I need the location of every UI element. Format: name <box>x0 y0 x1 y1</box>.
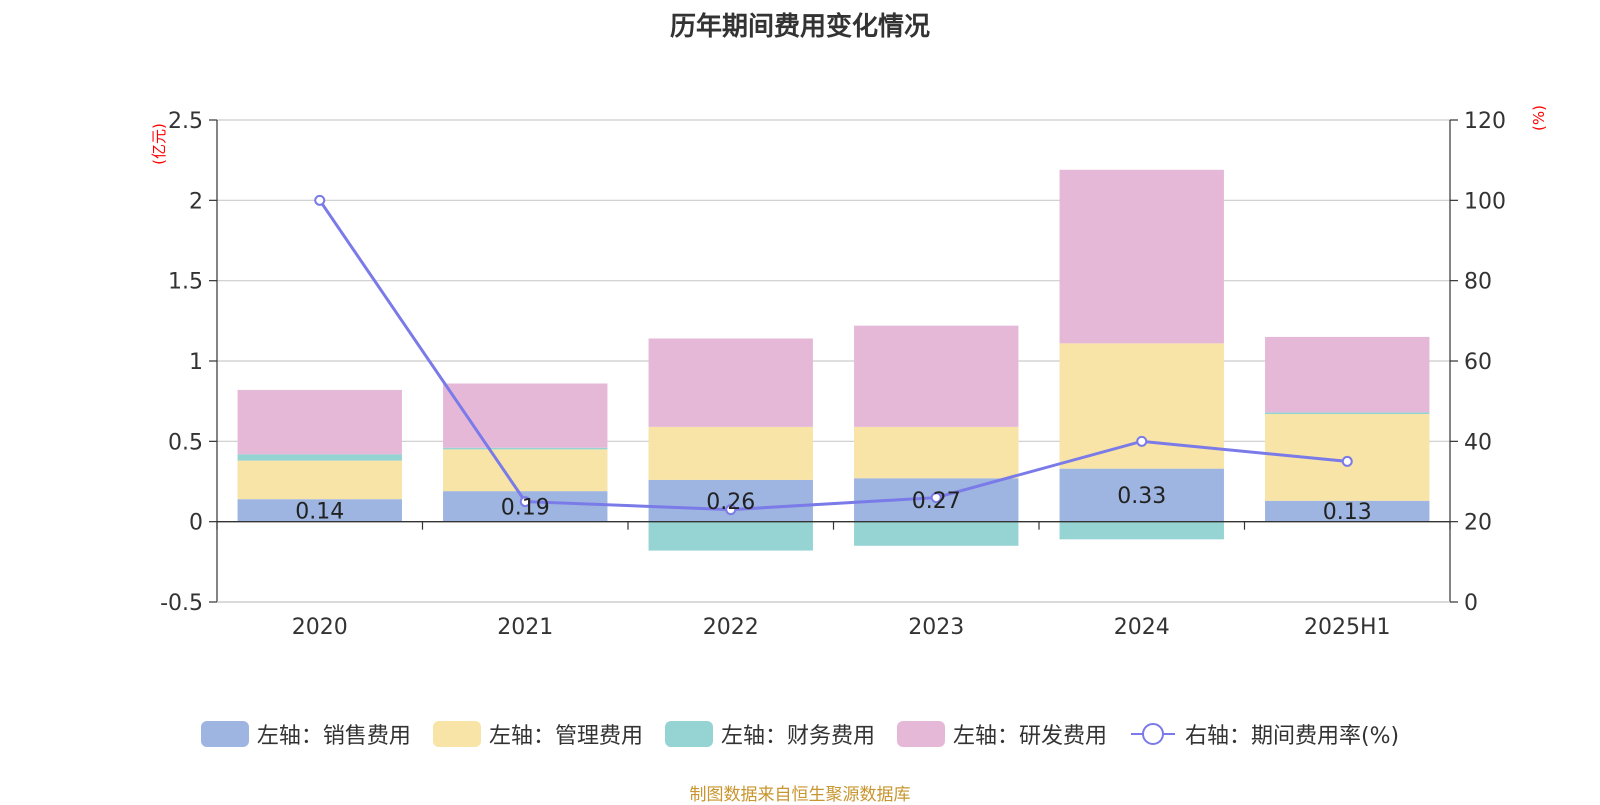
bar-segment <box>443 449 608 492</box>
left-axis-tick-label: 2.5 <box>168 109 203 134</box>
bar-data-label: 0.26 <box>706 490 755 515</box>
line-series-path <box>318 199 1348 512</box>
left-axis-tick-label: 0.5 <box>168 430 203 455</box>
right-axis-tick-label: 80 <box>1464 270 1492 295</box>
label-layer: 0.14 0.19 0.26 0.27 0.33 0.13 <box>295 484 1371 525</box>
legend-label: 左轴：财务费用 <box>720 724 875 749</box>
legend-swatch <box>664 721 713 747</box>
line-point <box>1341 455 1353 467</box>
bar-segment <box>648 521 813 551</box>
legend-label: 左轴：管理费用 <box>488 724 643 749</box>
line-point <box>930 492 942 504</box>
bar-segment <box>648 426 813 480</box>
bar-data-label: 0.13 <box>1323 500 1372 525</box>
legend-item[interactable]: 左轴：管理费用 <box>432 718 643 750</box>
bar-data-label: 0.33 <box>1117 484 1166 509</box>
left-axis-tick-label: 1 <box>189 350 203 375</box>
line-point <box>314 194 326 206</box>
chart-canvas: -0.5 0 0.5 1 1.5 2 2.5 0 20 40 60 80 100 120 2020 2021 2… <box>150 105 1548 640</box>
bar-segment <box>1265 412 1430 415</box>
axis-layer: -0.5 0 0.5 1 1.5 2 2.5 0 20 40 60 80 100 120 2020 2021 2… <box>150 105 1548 640</box>
bar-segment <box>1265 500 1430 522</box>
right-axis-tick-label: 40 <box>1464 430 1492 455</box>
bar-segment <box>237 499 402 522</box>
bar-segment <box>1059 343 1224 469</box>
right-axis-tick-label: 0 <box>1464 591 1478 616</box>
left-axis-unit: (亿元) <box>150 123 168 165</box>
bar-data-label: 0.27 <box>912 489 961 514</box>
x-axis-tick-label: 2020 <box>292 615 348 640</box>
chart-title: 历年期间费用变化情况 <box>669 12 930 42</box>
legend-line-marker-icon <box>1130 723 1175 745</box>
x-axis-tick-label: 2021 <box>497 615 553 640</box>
x-axis-tick-label: 2023 <box>908 615 964 640</box>
legend-swatch <box>896 721 945 747</box>
legend-label: 左轴：销售费用 <box>256 724 411 749</box>
bar-data-label: 0.14 <box>295 499 344 524</box>
legend-label: 左轴：研发费用 <box>952 724 1107 749</box>
bar-data-label: 0.19 <box>501 495 550 520</box>
right-axis-unit: (%) <box>1530 105 1548 131</box>
bar-segment <box>854 521 1019 546</box>
line-point <box>725 504 737 516</box>
bar-segment <box>854 426 1019 479</box>
line-point <box>1136 435 1148 447</box>
bar-segment <box>443 447 608 450</box>
line-layer <box>314 194 1353 516</box>
x-axis-tick-label: 2025H1 <box>1304 615 1391 640</box>
legend-swatch <box>200 721 249 747</box>
bar-segment <box>1265 336 1430 413</box>
legend: 左轴：销售费用 左轴：管理费用 左轴：财务费用 左轴：研发费用 右轴：期间费用率(%) <box>0 718 1600 750</box>
line-point <box>519 496 531 508</box>
bar-segment <box>1059 468 1224 522</box>
bar-segment <box>854 325 1019 427</box>
bar-segment <box>648 338 813 427</box>
bar-segment <box>1059 521 1224 540</box>
bar-segment <box>237 454 402 461</box>
x-axis-tick-label: 2022 <box>703 615 759 640</box>
left-axis-tick-label: -0.5 <box>160 591 203 616</box>
bar-segment <box>237 389 402 455</box>
bar-segment <box>237 460 402 500</box>
legend-item[interactable]: 左轴：财务费用 <box>664 718 875 750</box>
legend-item[interactable]: 右轴：期间费用率(%) <box>1129 718 1399 750</box>
left-axis-tick-label: 1.5 <box>168 270 203 295</box>
legend-label: 右轴：期间费用率(%) <box>1184 724 1400 749</box>
left-axis-tick-label: 2 <box>189 189 203 214</box>
bar-segment <box>1059 169 1224 344</box>
left-axis-tick-label: 0 <box>189 511 203 536</box>
bar-segment <box>443 383 608 448</box>
legend-swatch <box>432 721 481 747</box>
x-axis-tick-label: 2024 <box>1114 615 1170 640</box>
right-axis-tick-label: 20 <box>1464 511 1492 536</box>
right-axis-tick-label: 100 <box>1464 189 1506 214</box>
right-axis-tick-label: 120 <box>1464 109 1506 134</box>
bar-layer <box>237 169 1430 551</box>
right-axis-tick-label: 60 <box>1464 350 1492 375</box>
source-note: 制图数据来自恒生聚源数据库 <box>689 785 911 805</box>
legend-item[interactable]: 左轴：研发费用 <box>896 718 1107 750</box>
legend-item[interactable]: 左轴：销售费用 <box>200 718 411 750</box>
